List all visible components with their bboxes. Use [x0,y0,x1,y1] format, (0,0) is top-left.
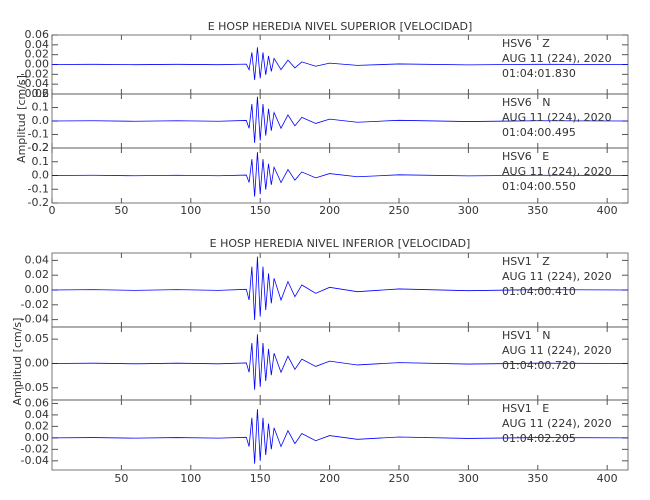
y-tick-label: 0.00 [25,431,50,444]
y-tick-label: 0.04 [25,253,50,266]
time-label: 01:04:00.410 [502,285,576,298]
y-tick-label: 0.02 [25,268,50,281]
x-tick-label: 350 [527,204,548,217]
y-tick-label: 0.0 [32,169,50,182]
x-tick-label: 250 [388,472,409,485]
y-tick-label: 0.2 [32,141,50,154]
y-tick-label: 0.1 [32,155,50,168]
station-label: HSV1 E [502,402,549,415]
x-tick-label: 200 [319,204,340,217]
y-tick-label: -0.02 [21,442,49,455]
y-tick-label: 0.06 [25,396,50,409]
chart-title: E HOSP HEREDIA NIVEL INFERIOR [VELOCIDAD… [210,237,471,250]
time-label: 01:04:00.495 [502,126,576,139]
x-tick-label: 400 [597,472,618,485]
x-tick-label: 100 [180,472,201,485]
y-tick-label: -0.2 [28,141,49,154]
x-tick-label: 350 [527,472,548,485]
x-tick-label: 150 [250,204,271,217]
x-tick-label: 300 [458,204,479,217]
y-tick-label: 0.05 [25,332,50,345]
y-tick-label: -0.02 [21,67,49,80]
date-label: AUG 11 (224), 2020 [502,165,612,178]
y-tick-label: -0.04 [21,313,49,326]
y-tick-label: -0.2 [28,196,49,209]
x-tick-label: 300 [458,472,479,485]
station-label: HSV6 E [502,150,549,163]
date-label: AUG 11 (224), 2020 [502,417,612,430]
y-axis-label: Amplitud [cm/s] [11,318,24,406]
x-tick-label: 50 [114,204,128,217]
panel-frame [51,399,629,471]
y-tick-label: -0.1 [28,128,49,141]
waveform [51,96,629,143]
y-tick-label: 0.2 [32,87,50,100]
time-label: 01:04:02.205 [502,432,576,445]
y-tick-label: 0.1 [32,101,50,114]
waveform [51,334,629,390]
y-tick-label: -0.06 [21,87,49,100]
y-axis-label: Amplitud [cm/s] [15,75,28,163]
y-tick-label: 0.02 [25,48,50,61]
y-tick-label: -0.05 [21,381,49,394]
date-label: AUG 11 (224), 2020 [502,52,612,65]
time-label: 01:04:00.720 [502,359,576,372]
station-label: HSV1 Z [502,255,550,268]
station-label: HSV1 N [502,329,551,342]
x-tick-label: 100 [180,204,201,217]
waveform [51,256,629,320]
station-label: HSV6 N [502,96,551,109]
y-tick-label: 0.00 [25,357,50,370]
waveform [51,152,629,197]
date-label: AUG 11 (224), 2020 [502,344,612,357]
y-tick-label: 0.02 [25,419,50,432]
time-label: 01:04:00.550 [502,180,576,193]
y-tick-label: 0.04 [25,38,50,51]
x-tick-label: 400 [597,204,618,217]
y-tick-label: -0.04 [21,454,49,467]
x-tick-label: 0 [49,204,56,217]
y-tick-label: 0.00 [25,283,50,296]
y-tick-label: -0.04 [21,77,49,90]
y-tick-label: -0.02 [21,298,49,311]
date-label: AUG 11 (224), 2020 [502,270,612,283]
y-tick-label: 0.0 [32,114,50,127]
x-tick-label: 250 [388,204,409,217]
time-label: 01:04:01.830 [502,67,576,80]
chart-title: E HOSP HEREDIA NIVEL SUPERIOR [VELOCIDAD… [208,20,473,33]
y-tick-label: -0.1 [28,182,49,195]
y-tick-label: 0.00 [25,58,50,71]
y-tick-label: 0.06 [25,28,50,41]
y-tick-label: 0.04 [25,408,50,421]
date-label: AUG 11 (224), 2020 [502,111,612,124]
waveform [51,409,629,464]
x-tick-label: 200 [319,472,340,485]
station-label: HSV6 Z [502,37,550,50]
waveform [51,47,629,81]
x-tick-label: 150 [250,472,271,485]
x-tick-label: 50 [114,472,128,485]
